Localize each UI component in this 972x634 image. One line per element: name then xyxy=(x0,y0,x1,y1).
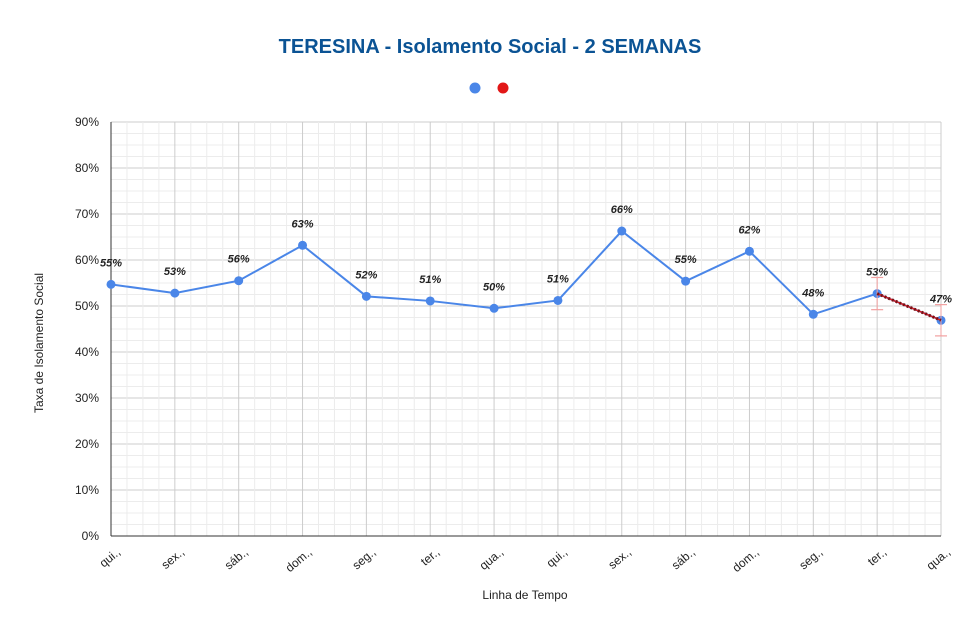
data-label: 50% xyxy=(483,281,505,293)
data-point xyxy=(361,291,371,301)
y-tick-label: 80% xyxy=(75,161,99,175)
data-point xyxy=(106,279,116,289)
data-label: 66% xyxy=(611,204,633,216)
data-label: 51% xyxy=(547,273,569,285)
data-point xyxy=(425,296,435,306)
data-point xyxy=(744,246,754,256)
data-label: 55% xyxy=(100,257,122,269)
x-tick-label: dom., xyxy=(730,545,762,575)
chart-title: TERESINA - Isolamento Social - 2 SEMANAS xyxy=(279,36,702,58)
y-tick-label: 0% xyxy=(82,529,100,543)
y-axis: 0% 10% 20% 30% 40% 50% 60% 70% 80% 90% xyxy=(75,115,99,543)
legend xyxy=(469,82,509,94)
data-label: 55% xyxy=(675,254,697,266)
y-tick-label: 60% xyxy=(75,253,99,267)
y-tick-label: 30% xyxy=(75,391,99,405)
data-point xyxy=(234,276,244,286)
trend-series xyxy=(871,276,947,337)
x-tick-label: qui., xyxy=(544,545,570,570)
y-tick-label: 10% xyxy=(75,483,99,497)
x-tick-label: sáb., xyxy=(669,545,698,572)
data-point xyxy=(681,276,691,286)
data-labels: 55% 53% 56% 63% 52% 51% 50% 51% 66% 55% 62% 48% 53% 4… xyxy=(100,204,952,305)
x-tick-label: dom., xyxy=(283,545,315,575)
legend-marker xyxy=(469,82,481,94)
series-line xyxy=(110,229,942,322)
x-axis-title: Linha de Tempo xyxy=(482,588,568,602)
x-tick-label: qua., xyxy=(924,545,953,573)
data-label: 62% xyxy=(738,224,760,236)
y-tick-label: 40% xyxy=(75,345,99,359)
x-tick-label: qua., xyxy=(477,545,506,573)
data-label: 48% xyxy=(801,287,824,299)
legend-marker xyxy=(497,82,509,94)
y-tick-label: 70% xyxy=(75,207,99,221)
data-point xyxy=(617,226,627,236)
x-tick-label: sex., xyxy=(159,545,187,572)
grid-lines xyxy=(110,121,942,537)
data-point xyxy=(170,288,180,298)
data-point xyxy=(553,295,563,305)
series xyxy=(106,226,946,325)
x-tick-label: ter., xyxy=(865,545,889,569)
x-tick-label: sex., xyxy=(605,545,633,572)
trend-line-overlay xyxy=(876,292,942,321)
y-tick-label: 20% xyxy=(75,437,99,451)
x-tick-label: sáb., xyxy=(222,545,251,572)
trend-line xyxy=(876,292,942,322)
data-point xyxy=(808,309,818,319)
y-tick-label: 50% xyxy=(75,299,99,313)
data-label: 51% xyxy=(419,274,441,286)
data-label: 63% xyxy=(292,218,314,230)
data-point xyxy=(489,303,499,313)
y-tick-label: 90% xyxy=(75,115,99,129)
x-tick-label: qui., xyxy=(97,545,123,570)
data-point xyxy=(298,240,308,250)
data-label: 53% xyxy=(164,266,186,278)
x-axis: qui., sex., sáb., dom., seg., ter., qua., qui.,… xyxy=(97,545,953,575)
y-axis-title: Taxa de Isolamento Social xyxy=(32,273,46,413)
x-tick-label: seg., xyxy=(796,545,825,572)
data-label: 56% xyxy=(228,254,250,266)
data-label: 47% xyxy=(929,293,952,305)
x-tick-label: ter., xyxy=(418,545,442,569)
data-label: 53% xyxy=(866,267,888,279)
data-label: 52% xyxy=(355,269,377,281)
x-tick-label: seg., xyxy=(350,545,379,572)
